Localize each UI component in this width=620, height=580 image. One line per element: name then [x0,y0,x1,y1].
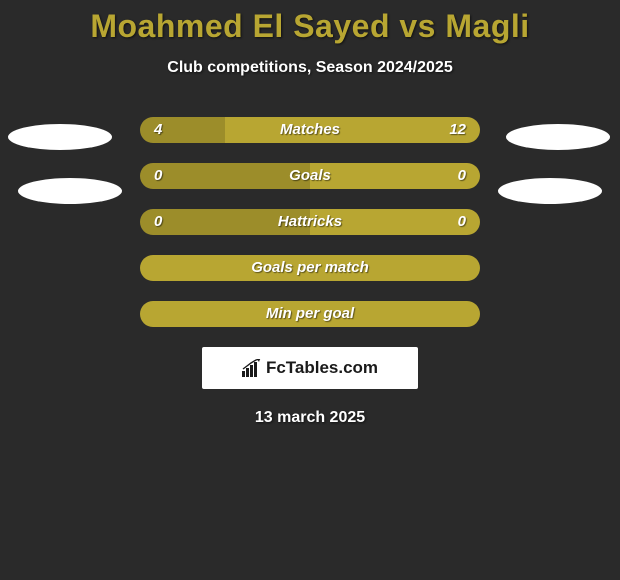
stat-label: Min per goal [140,301,480,327]
stat-label: Hattricks [140,209,480,235]
stat-row: 00Hattricks [0,209,620,235]
attribution-badge: FcTables.com [202,347,418,389]
stat-bar: Min per goal [140,301,480,327]
attribution-text: FcTables.com [266,358,378,378]
stat-row: 412Matches [0,117,620,143]
stat-row: 00Goals [0,163,620,189]
chart-icon [242,359,262,377]
stat-bar: 00Goals [140,163,480,189]
stat-label: Goals per match [140,255,480,281]
date-label: 13 march 2025 [0,409,620,427]
stat-bar: Goals per match [140,255,480,281]
page-subtitle: Club competitions, Season 2024/2025 [0,59,620,77]
stat-bar: 00Hattricks [140,209,480,235]
stats-container: 412Matches 00Goals 00Hattricks Goals per ma… [0,117,620,327]
stat-row: Goals per match [0,255,620,281]
page-title: Moahmed El Sayed vs Magli [0,0,620,45]
stat-label: Goals [140,163,480,189]
stat-label: Matches [140,117,480,143]
stat-bar: 412Matches [140,117,480,143]
stat-row: Min per goal [0,301,620,327]
